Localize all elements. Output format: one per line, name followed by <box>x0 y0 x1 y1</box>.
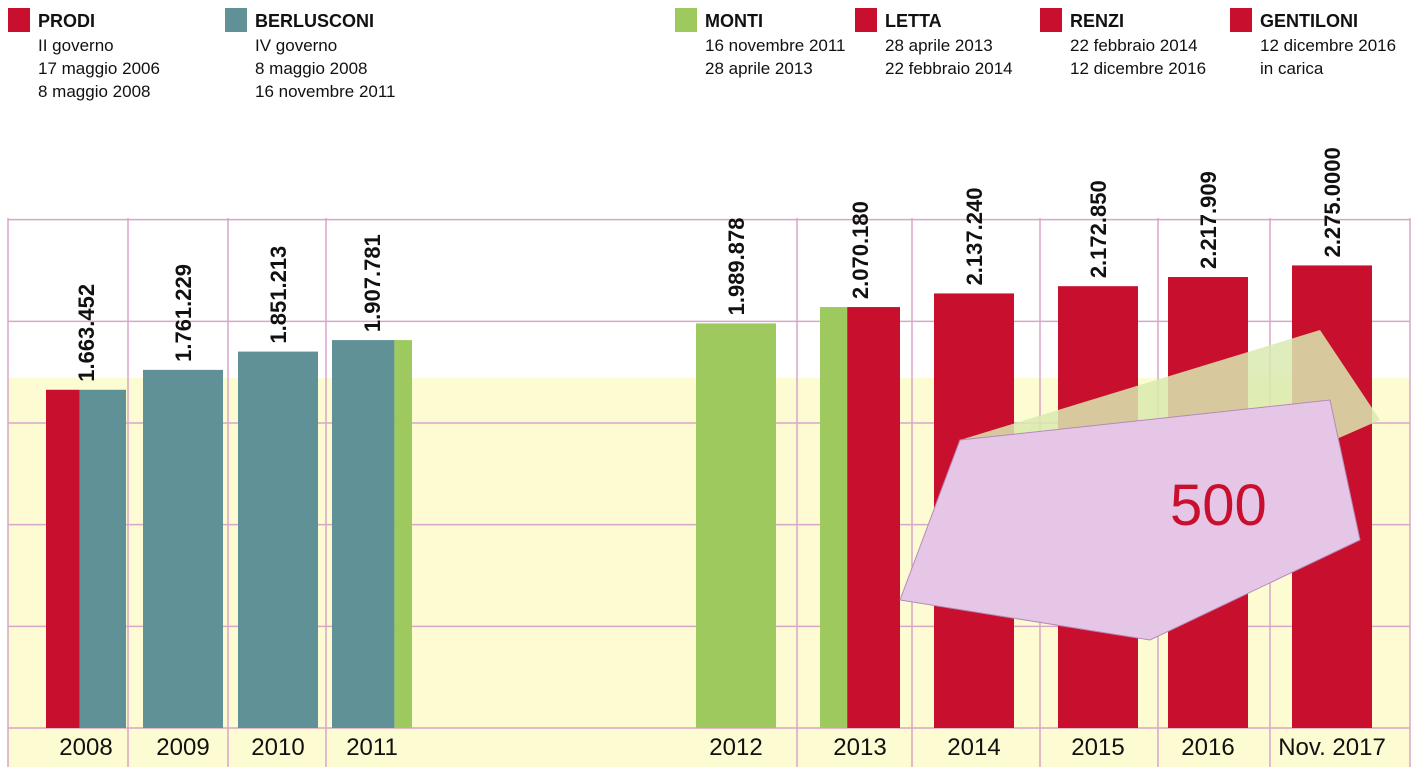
legend-swatch <box>1040 8 1062 32</box>
value-label: 1.907.781 <box>360 234 385 332</box>
bar <box>820 307 848 728</box>
legend-line: 28 aprile 2013 <box>885 36 993 55</box>
legend-line: 28 aprile 2013 <box>705 59 813 78</box>
legend-line: 16 novembre 2011 <box>255 82 396 101</box>
note-decor: 500 <box>1170 473 1267 538</box>
legend-name: BERLUSCONI <box>255 11 374 31</box>
x-tick-label: 2008 <box>59 734 112 761</box>
legend-name: LETTA <box>885 11 942 31</box>
value-label: 2.070.180 <box>848 201 873 299</box>
legend-line: 17 maggio 2006 <box>38 59 160 78</box>
legend-name: PRODI <box>38 11 95 31</box>
bar <box>332 340 395 728</box>
x-tick-label: 2011 <box>346 734 398 761</box>
bar <box>46 389 80 728</box>
x-tick-label: 2016 <box>1181 734 1234 761</box>
legend-swatch <box>8 8 30 32</box>
legend-line: in carica <box>1260 59 1324 78</box>
bar <box>143 369 223 728</box>
legend-name: MONTI <box>705 11 763 31</box>
bar <box>79 389 126 728</box>
x-tick-label: 2014 <box>947 734 1000 761</box>
x-tick-label: 2010 <box>251 734 304 761</box>
bar <box>847 307 900 728</box>
x-tick-label: 2013 <box>833 734 886 761</box>
legend-line: 16 novembre 2011 <box>705 36 846 55</box>
legend-swatch <box>1230 8 1252 32</box>
legend-line: 12 dicembre 2016 <box>1260 36 1396 55</box>
value-label: 2.275.0000 <box>1320 147 1345 257</box>
legend-line: II governo <box>38 36 114 55</box>
x-tick-label: 2009 <box>156 734 209 761</box>
x-tick-label: 2015 <box>1071 734 1124 761</box>
value-label: 2.172.850 <box>1086 180 1111 278</box>
x-tick-label: Nov. 2017 <box>1278 734 1386 761</box>
banknotes: 500 <box>899 330 1380 641</box>
legend-line: 22 febbraio 2014 <box>885 59 1013 78</box>
value-label: 1.851.213 <box>266 246 291 344</box>
value-label: 1.663.452 <box>74 284 99 382</box>
bar <box>238 351 318 728</box>
legend-name: GENTILONI <box>1260 11 1358 31</box>
legend-line: 12 dicembre 2016 <box>1070 59 1206 78</box>
value-label: 2.137.240 <box>962 188 987 286</box>
legend-swatch <box>675 8 697 32</box>
legend-swatch <box>855 8 877 32</box>
value-label: 2.217.909 <box>1196 171 1221 269</box>
x-tick-label: 2012 <box>709 734 762 761</box>
legend-line: 22 febbraio 2014 <box>1070 36 1198 55</box>
frame <box>7 218 1411 767</box>
legend-swatch <box>225 8 247 32</box>
value-label: 1.989.878 <box>724 218 749 316</box>
legend-line: IV governo <box>255 36 337 55</box>
legend-name: RENZI <box>1070 11 1124 31</box>
bar <box>394 340 412 728</box>
value-label: 1.761.229 <box>171 264 196 362</box>
bar <box>696 323 776 728</box>
legend-line: 8 maggio 2008 <box>255 59 367 78</box>
legend-line: 8 maggio 2008 <box>38 82 150 101</box>
